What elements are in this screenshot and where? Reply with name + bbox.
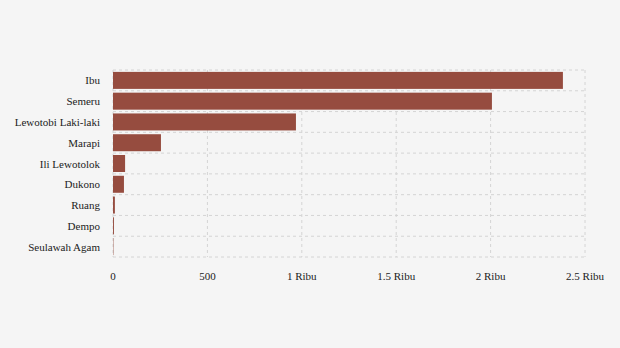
bar [113, 217, 114, 234]
bars [113, 72, 563, 255]
row-line [113, 153, 585, 154]
row-line [113, 70, 585, 71]
tick-label: 2.5 Ribu [566, 270, 604, 282]
bar [113, 238, 114, 255]
tick-label: 1 Ribu [287, 270, 317, 282]
bar [113, 176, 124, 193]
category-label: Ili Lewotolok [40, 158, 101, 170]
category-label: Ibu [85, 74, 100, 86]
tick-label: 500 [199, 270, 216, 282]
chart: 0 500 1 Ribu 1.5 Ribu 2 Ribu 2.5 Ribu Ibu Semer… [0, 0, 620, 348]
row-line [113, 257, 585, 258]
grid-line [585, 70, 586, 257]
bar [113, 113, 296, 130]
row-line [113, 194, 585, 195]
bar [113, 134, 161, 151]
bar [113, 72, 563, 89]
tick-label: 1.5 Ribu [377, 270, 415, 282]
tick-label: 2 Ribu [476, 270, 506, 282]
category-label: Dempo [68, 220, 101, 232]
row-line [113, 215, 585, 216]
row-line [113, 173, 585, 174]
row-line [113, 111, 585, 112]
bar [113, 93, 492, 110]
category-label: Lewotobi Laki-laki [15, 116, 100, 128]
category-label: Semeru [66, 95, 100, 107]
row-line [113, 90, 585, 91]
category-label: Marapi [68, 137, 100, 149]
tick-label: 0 [110, 270, 116, 282]
bar [113, 197, 115, 214]
row-line [113, 132, 585, 133]
category-label: Seulawah Agam [28, 241, 100, 253]
category-label: Ruang [71, 199, 100, 211]
bar [113, 155, 125, 172]
background [0, 0, 620, 348]
category-label: Dukono [65, 178, 101, 190]
row-line [113, 236, 585, 237]
